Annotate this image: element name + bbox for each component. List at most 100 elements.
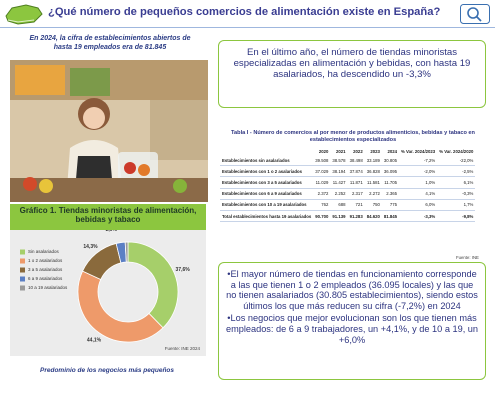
- table-cell: 37.874: [347, 165, 365, 178]
- donut-segment: [124, 241, 129, 263]
- bullet-dot: •: [227, 269, 231, 279]
- table-cell: -9,8%: [437, 210, 476, 223]
- table-cell: 11.029: [313, 176, 331, 189]
- shop-photo: [10, 60, 208, 202]
- value-label: 14,3%: [83, 244, 98, 250]
- table-cell: 750: [364, 199, 382, 211]
- chart-title: Gráfico 1. Tiendas minoristas de aliment…: [10, 204, 206, 230]
- table-cell: 37.029: [313, 165, 331, 178]
- bullet-text: El mayor número de tiendas en funcionami…: [226, 269, 478, 311]
- table-cell: 775: [381, 199, 400, 211]
- table-cell: -2,0%: [399, 165, 438, 178]
- table-cell: 4,1%: [399, 188, 438, 200]
- table-header-row: 2020 2021 2022 2023 2024% Var. 2024/2023% Va…: [220, 148, 475, 155]
- table-row: Establecimientos con 10 a 19 asalariados…: [220, 199, 476, 211]
- table-cell: 90.700: [313, 210, 331, 223]
- row-label: Establecimientos con 1 o 2 asalariados: [220, 165, 314, 178]
- row-label: Total establecimientos hasta 19 asalaria…: [220, 210, 314, 223]
- table-cell: 11.427: [330, 176, 348, 189]
- legend-swatch: [20, 276, 25, 282]
- table-cell: 1,7%: [437, 199, 476, 211]
- legend-swatch: [20, 249, 25, 255]
- table-cell: -7,2%: [399, 155, 438, 167]
- intro-text: En 2024, la cifra de establecimientos ab…: [29, 35, 191, 51]
- bullet-item: •Los negocios que mejor evolucionan son …: [225, 313, 479, 345]
- row-label: Establecimientos con 10 a 19 asalariados: [220, 199, 314, 211]
- header-rule: [0, 27, 495, 28]
- table-cell: 6,1%: [437, 176, 476, 189]
- table-cell: -3,3%: [399, 210, 438, 223]
- table-cell: 81.845: [381, 210, 400, 223]
- row-label: Establecimientos con 3 a 5 asalariados: [220, 176, 314, 189]
- table-cell: 91.139: [330, 210, 348, 223]
- column-header: 2024: [387, 149, 398, 154]
- table-cell: 2.272: [364, 188, 382, 200]
- value-label: 37,6%: [176, 267, 191, 273]
- table-cell: 38.194: [330, 165, 348, 178]
- table-cell: 2.365: [381, 188, 400, 200]
- table-row: Establecimientos con 1 o 2 asalariados 37…: [220, 165, 476, 178]
- table-cell: 33.189: [364, 155, 382, 167]
- donut-chart: 37,6%44,1%14,3%2,9%0,9%Sin asalariados1 …: [10, 230, 206, 356]
- table-cell: 11.581: [364, 176, 382, 189]
- column-header: 2023: [370, 149, 380, 154]
- table-corner: [220, 148, 313, 155]
- column-header: 2021: [336, 149, 346, 154]
- table-cell: 2.252: [330, 188, 348, 200]
- column-header: % Var. 2024/2020: [439, 149, 474, 154]
- row-label: Establecimientos sin asalariados: [220, 155, 314, 167]
- spain-icon: [5, 4, 43, 25]
- table-cell: -0,3%: [437, 188, 476, 200]
- table-title: Tabla I - Número de comercios al por men…: [231, 130, 475, 143]
- table-cell: 36.095: [381, 165, 400, 178]
- table-row: Establecimientos sin asalariados 39.508 38…: [220, 155, 476, 167]
- column-header: % Var. 2024/2023: [401, 149, 436, 154]
- donut-segment: [127, 241, 179, 329]
- caption: Predominio de los negocios más pequeños: [40, 367, 174, 374]
- page-title: ¿Qué número de pequeños comercios de ali…: [48, 6, 441, 18]
- table-cell: 1,0%: [399, 176, 438, 189]
- legend-swatch: [20, 258, 25, 264]
- column-header: 2022: [353, 149, 363, 154]
- search-button[interactable]: [460, 4, 490, 24]
- data-table: 2020 2021 2022 2023 2024% Var. 2024/2023% Va…: [220, 148, 476, 223]
- bullets-box: •El mayor número de tiendas en funcionam…: [218, 262, 486, 380]
- table-cell: 6,0%: [399, 199, 438, 211]
- bullet-text: Los negocios que mejor evolucionan son l…: [225, 313, 479, 345]
- legend-label: 6 a 9 asalariados: [28, 276, 63, 281]
- highlight-box: En el último año, el número de tiendas m…: [218, 40, 486, 108]
- table-cell: 91.283: [347, 210, 365, 223]
- table-cell: 2.372: [313, 188, 331, 200]
- value-label: 44,1%: [87, 338, 102, 344]
- table-cell: 38.498: [347, 155, 365, 167]
- legend-swatch: [20, 285, 25, 291]
- legend-swatch: [20, 267, 25, 273]
- table-cell: 38.578: [330, 155, 348, 167]
- table-cell: -22,0%: [437, 155, 476, 167]
- table-row: Establecimientos con 3 a 5 asalariados 11…: [220, 176, 476, 189]
- table-row: Establecimientos con 6 a 9 asalariados 2.…: [220, 188, 476, 200]
- table-cell: 84.620: [364, 210, 382, 223]
- table-cell: 11.871: [347, 176, 365, 189]
- table-cell: -2,5%: [437, 165, 476, 178]
- table-cell: 721: [347, 199, 365, 211]
- table-row: Total establecimientos hasta 19 asalaria…: [220, 210, 476, 223]
- legend-label: Sin asalariados: [28, 249, 60, 254]
- table-source: Fuente: INE: [456, 255, 479, 260]
- legend-label: 3 a 5 asalariados: [28, 267, 63, 272]
- bullet-item: •El mayor número de tiendas en funcionam…: [225, 269, 479, 311]
- row-label: Establecimientos con 6 a 9 asalariados: [220, 188, 314, 200]
- chart-source: Fuente: INE 2024: [165, 346, 201, 351]
- bullet-dot: •: [227, 313, 231, 324]
- table-cell: 2.317: [347, 188, 365, 200]
- legend-label: 1 o 2 asalariados: [28, 258, 63, 263]
- value-label: 2,9%: [106, 230, 118, 233]
- table-cell: 11.705: [381, 176, 400, 189]
- donut-segment: [77, 270, 164, 343]
- table-cell: 30.805: [381, 155, 400, 167]
- table-cell: 762: [313, 199, 331, 211]
- table-cell: 688: [330, 199, 348, 211]
- legend-label: 10 a 19 asalariados: [28, 285, 68, 290]
- table-cell: 39.508: [313, 155, 331, 167]
